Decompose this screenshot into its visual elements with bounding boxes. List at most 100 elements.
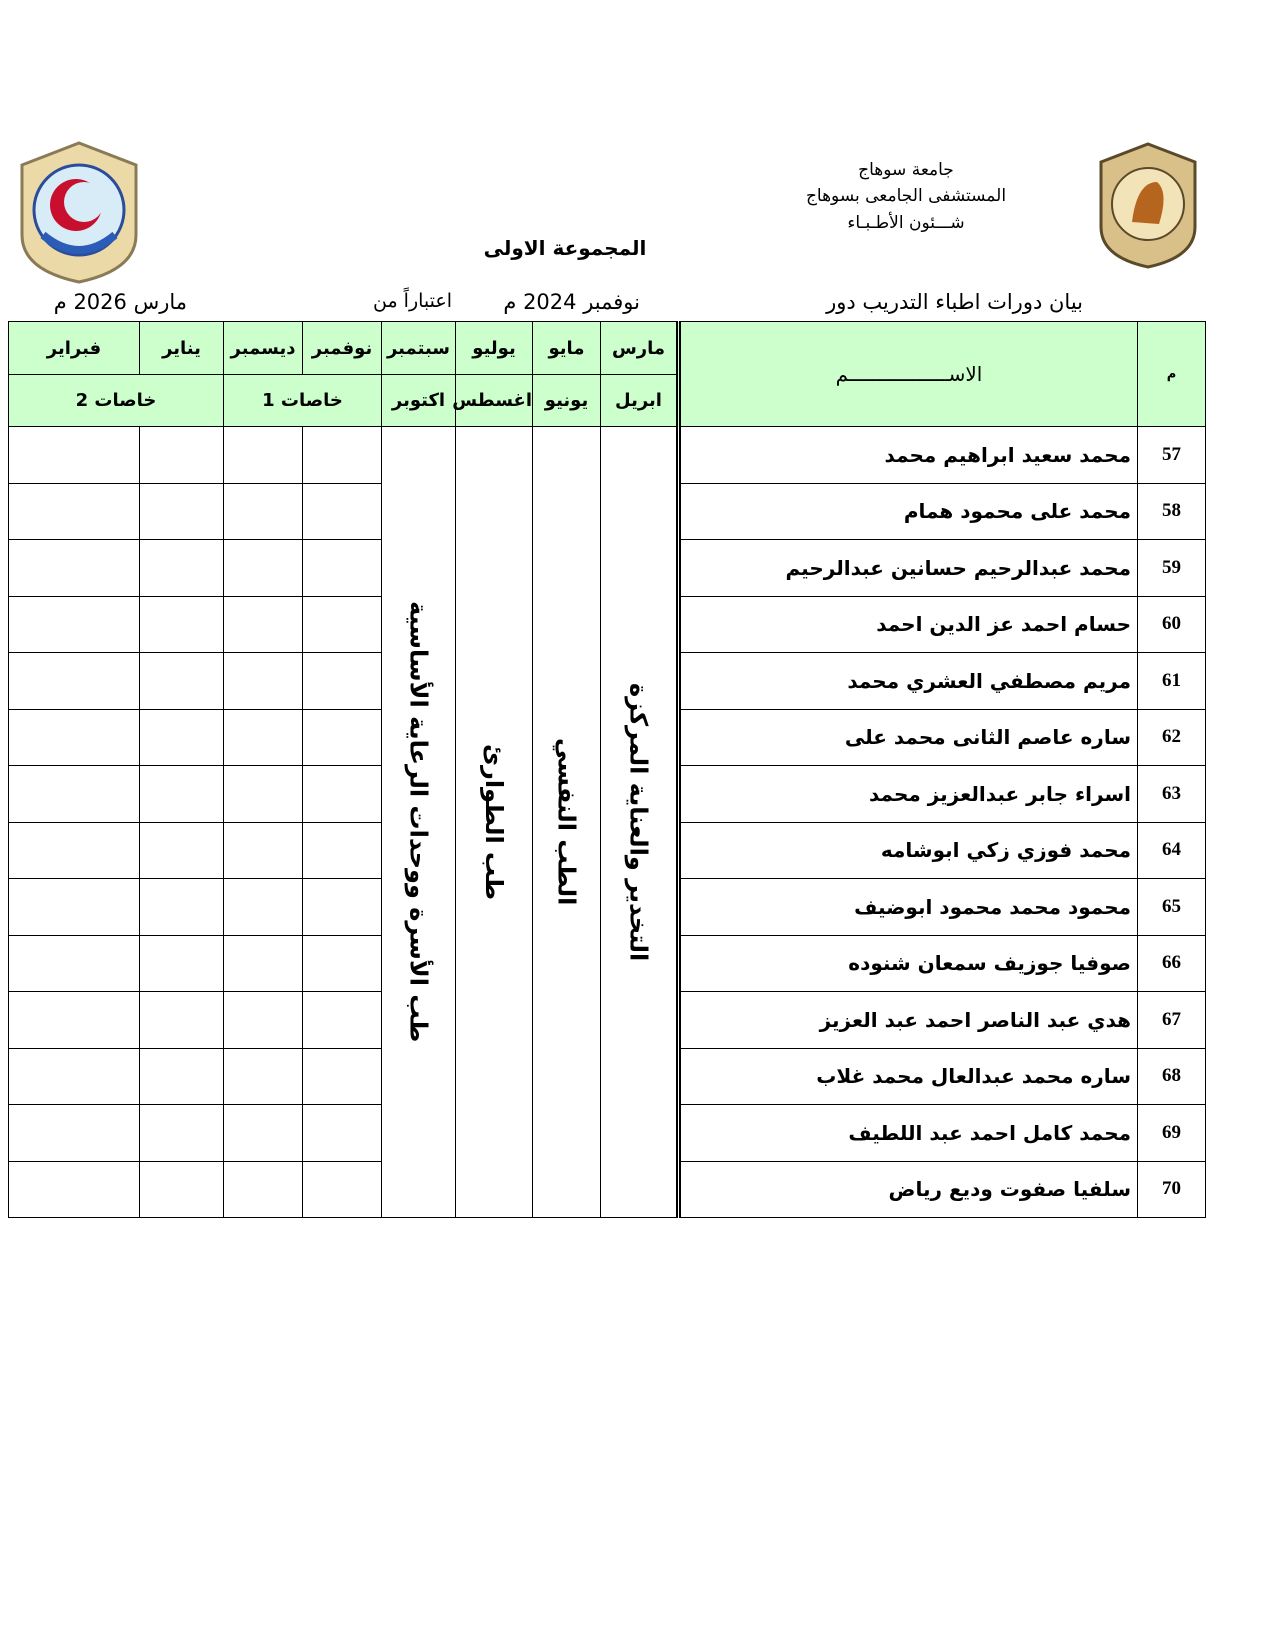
- empty-cell: [8, 991, 140, 1049]
- empty-cell: [139, 595, 224, 653]
- rotation-cell: طب الأسرة ووحدات الرعاية الأساسية: [381, 426, 456, 1218]
- empty-cell: [8, 482, 140, 540]
- empty-cell: [223, 1047, 303, 1105]
- doctor-name: محمد كامل احمد عبد اللطيف: [676, 1104, 1138, 1162]
- name-header: الاســـــــــــــــــم: [676, 321, 1138, 427]
- faculty-logo: [20, 141, 138, 284]
- doctor-name: صوفيا جوزيف سمعان شنوده: [676, 934, 1138, 992]
- empty-cell: [223, 878, 303, 936]
- doctor-name: محمد على محمود همام: [676, 482, 1138, 540]
- doctor-row: 61 مريم مصطفي العشري محمد: [8, 652, 1206, 710]
- rotation-cell: التخدير والعناية المركزة: [600, 426, 679, 1218]
- row-number: 64: [1137, 821, 1206, 879]
- empty-cell: [8, 1104, 140, 1162]
- row-number: 57: [1137, 426, 1206, 484]
- empty-cell: [139, 539, 224, 597]
- month-header: يونيو: [532, 374, 601, 427]
- doctor-row: 59 محمد عبدالرحيم حسانين عبدالرحيم: [8, 539, 1206, 597]
- empty-cell: [302, 765, 382, 823]
- doctor-name: حسام احمد عز الدين احمد: [676, 595, 1138, 653]
- row-number: 67: [1137, 991, 1206, 1049]
- empty-cell: [139, 426, 224, 484]
- empty-cell: [223, 482, 303, 540]
- empty-cell: [8, 426, 140, 484]
- empty-cell: [223, 1160, 303, 1218]
- statement: بيان دورات اطباء التدريب دور: [826, 290, 1083, 314]
- month-header: نوفمبر: [302, 321, 382, 375]
- doctor-name: محمد سعيد ابراهيم محمد: [676, 426, 1138, 484]
- doctor-name: اسراء جابر عبدالعزيز محمد: [676, 765, 1138, 823]
- empty-cell: [223, 1104, 303, 1162]
- empty-cell: [139, 1104, 224, 1162]
- empty-cell: [302, 426, 382, 484]
- empty-cell: [223, 708, 303, 766]
- empty-cell: [8, 934, 140, 992]
- empty-cell: [302, 821, 382, 879]
- title: المجموعة الاولى: [483, 236, 647, 260]
- row-number: 59: [1137, 539, 1206, 597]
- empty-cell: [8, 539, 140, 597]
- doctor-name: هدي عبد الناصر احمد عبد العزيز: [676, 991, 1138, 1049]
- header-row: م الاســـــــــــــــــم مارس مايو يوليو سبتم…: [8, 321, 1206, 427]
- from-label: اعتباراً من: [372, 290, 452, 312]
- empty-cell: [223, 539, 303, 597]
- department: شـــئون الأطـبـاء: [847, 213, 965, 233]
- round-date: نوفمبر 2024 م: [503, 290, 640, 314]
- from-date: مارس 2026 م: [53, 290, 187, 314]
- doctor-row: 64 محمد فوزي زكي ابوشامه: [8, 821, 1206, 879]
- empty-cell: [139, 878, 224, 936]
- empty-cell: [8, 708, 140, 766]
- month-header: فبراير: [8, 321, 140, 375]
- month-header: مايو: [532, 321, 601, 375]
- doctor-row: 63 اسراء جابر عبدالعزيز محمد: [8, 765, 1206, 823]
- hospital: المستشفى الجامعى بسوهاج: [805, 186, 1007, 206]
- empty-cell: [139, 1047, 224, 1105]
- empty-cell: [302, 934, 382, 992]
- empty-cell: [8, 821, 140, 879]
- doctor-name: مريم مصطفي العشري محمد: [676, 652, 1138, 710]
- doctor-row: 60 حسام احمد عز الدين احمد: [8, 595, 1206, 653]
- empty-cell: [223, 934, 303, 992]
- empty-cell: [223, 652, 303, 710]
- university-logo: [1099, 142, 1197, 269]
- month-header: مارس: [600, 321, 679, 375]
- empty-cell: [8, 1047, 140, 1105]
- rotation-name: التخدير والعناية المركزة: [624, 682, 653, 962]
- elective-header: خاصات 2: [8, 374, 224, 427]
- empty-cell: [8, 652, 140, 710]
- doctor-name: محمود محمد محمود ابوضيف: [676, 878, 1138, 936]
- month-header: يوليو: [455, 321, 533, 375]
- empty-cell: [302, 878, 382, 936]
- empty-cell: [223, 991, 303, 1049]
- elective-header: خاصات 1: [223, 374, 382, 427]
- row-number: 69: [1137, 1104, 1206, 1162]
- rotation-cell: طب الطوارئ: [455, 426, 533, 1218]
- month-header: اكتوبر: [381, 374, 456, 427]
- row-number: 61: [1137, 652, 1206, 710]
- doctor-name: ساره عاصم الثانى محمد على: [676, 708, 1138, 766]
- row-number: 60: [1137, 595, 1206, 653]
- empty-cell: [223, 765, 303, 823]
- empty-cell: [223, 821, 303, 879]
- row-number: 66: [1137, 934, 1206, 992]
- row-number: 58: [1137, 482, 1206, 540]
- month-header: ابريل: [600, 374, 679, 427]
- empty-cell: [302, 991, 382, 1049]
- empty-cell: [139, 1160, 224, 1218]
- month-header: يناير: [139, 321, 224, 375]
- month-header: ديسمبر: [223, 321, 303, 375]
- empty-cell: [139, 991, 224, 1049]
- doctor-name: محمد عبدالرحيم حسانين عبدالرحيم: [676, 539, 1138, 597]
- rotation-name: طب الطوارئ: [480, 743, 508, 901]
- empty-cell: [302, 1104, 382, 1162]
- empty-cell: [8, 1160, 140, 1218]
- empty-cell: [8, 878, 140, 936]
- rotation-cell: الطب النفسي: [532, 426, 601, 1218]
- rotation-name: الطب النفسي: [552, 738, 581, 906]
- empty-cell: [223, 595, 303, 653]
- doctor-row: 58 محمد على محمود همام: [8, 482, 1206, 540]
- empty-cell: [302, 708, 382, 766]
- month-header: سبتمبر: [381, 321, 456, 375]
- doctor-name: سلفيا صفوت وديع رياض: [676, 1160, 1138, 1218]
